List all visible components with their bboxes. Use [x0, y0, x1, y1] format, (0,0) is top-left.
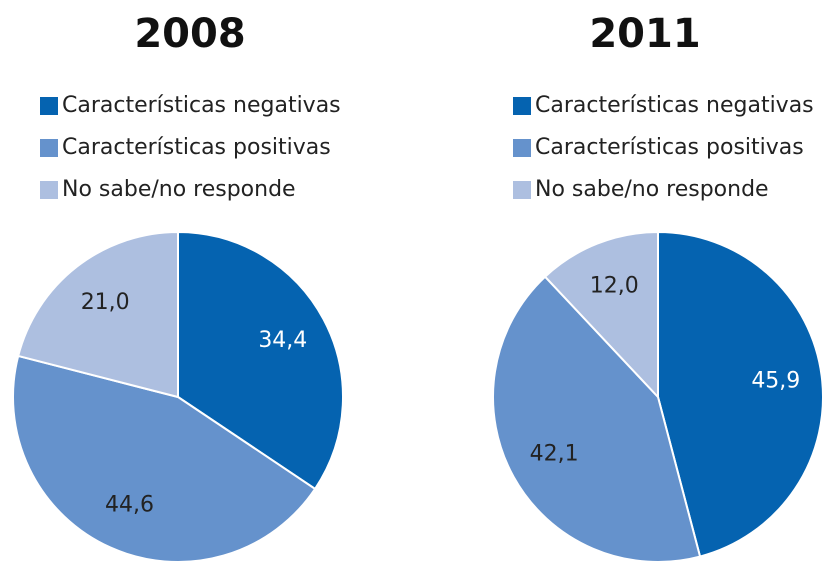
legend-swatch	[40, 97, 58, 115]
legend-label: Características positivas	[62, 135, 331, 160]
data-label: 44,6	[105, 492, 154, 517]
legend-label: No sabe/no responde	[62, 177, 296, 202]
data-label: 21,0	[81, 290, 130, 315]
data-label: 34,4	[258, 328, 307, 353]
legend-label: Características negativas	[62, 93, 341, 118]
legend-swatch	[513, 97, 531, 115]
pie-slice	[657, 230, 824, 558]
legend-label: Características positivas	[535, 135, 804, 160]
pie-slice	[543, 230, 659, 400]
legend-swatch	[40, 181, 58, 199]
legend-label: No sabe/no responde	[535, 177, 769, 202]
chart-title: 2008	[134, 11, 245, 57]
legend-label: Características negativas	[535, 93, 814, 118]
legend-swatch	[513, 181, 531, 199]
legend-swatch	[40, 139, 58, 157]
data-label: 45,9	[751, 369, 800, 394]
pie-slice	[16, 230, 179, 399]
pie-slice	[492, 275, 702, 563]
pie-slice	[177, 230, 344, 491]
pie-slice	[12, 354, 317, 563]
data-label: 12,0	[590, 274, 639, 299]
legend-swatch	[513, 139, 531, 157]
data-label: 42,1	[530, 442, 579, 467]
chart-title: 2011	[589, 11, 700, 57]
